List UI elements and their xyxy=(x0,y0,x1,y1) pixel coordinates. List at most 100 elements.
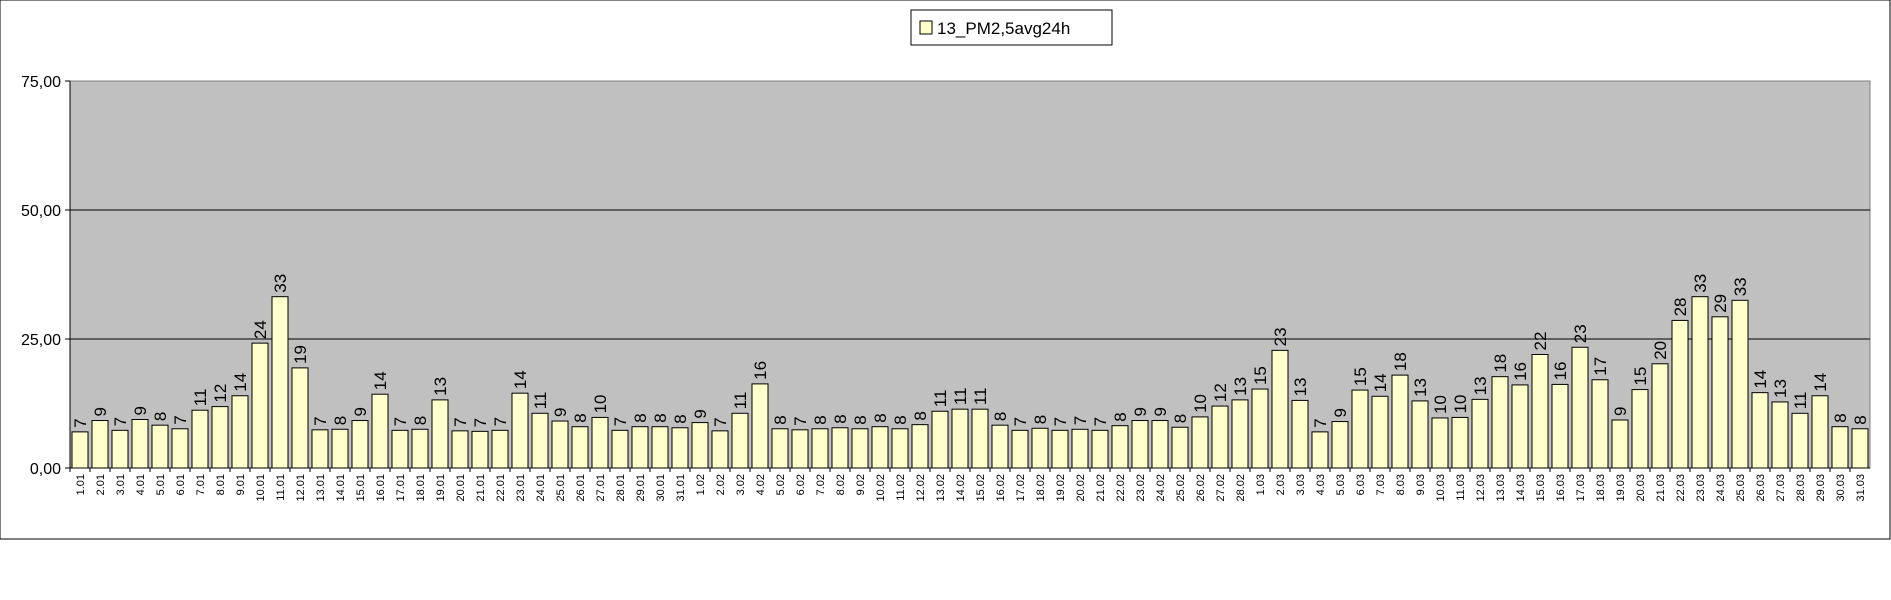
bar-10-03 xyxy=(1431,417,1449,469)
data-label: 13 xyxy=(1771,379,1790,398)
bar-16-03 xyxy=(1551,383,1569,469)
x-tick-label: 20.03 xyxy=(1635,474,1647,502)
bar-31-03 xyxy=(1851,428,1869,469)
bar-11-03 xyxy=(1451,416,1469,469)
x-tick-label: 18.03 xyxy=(1595,474,1607,502)
data-label: 22 xyxy=(1531,332,1550,351)
x-tick-label: 29.01 xyxy=(635,474,647,502)
legend-box xyxy=(910,9,1113,46)
x-tick-label: 26.02 xyxy=(1195,474,1207,502)
data-label: 15 xyxy=(1631,367,1650,386)
data-label: 13 xyxy=(1411,378,1430,397)
data-label: 23 xyxy=(1571,324,1590,343)
bar-24-01 xyxy=(531,412,549,469)
x-tick-label: 24.02 xyxy=(1155,474,1167,502)
bar-5-03 xyxy=(1331,421,1349,469)
x-tick-label: 14.02 xyxy=(955,474,967,502)
data-label: 14 xyxy=(1371,373,1390,392)
x-tick-label: 6.03 xyxy=(1355,474,1367,495)
x-tick-label: 9.01 xyxy=(235,474,247,495)
data-label: 8 xyxy=(771,415,790,424)
x-tick-label: 1.01 xyxy=(75,474,87,495)
x-tick-label: 30.01 xyxy=(655,474,667,502)
bar-4-03 xyxy=(1311,431,1329,469)
x-tick-label: 30.03 xyxy=(1835,474,1847,502)
bar-13-02 xyxy=(931,410,949,469)
data-label: 11 xyxy=(971,388,990,406)
x-tick-label: 2.03 xyxy=(1275,474,1287,495)
bar-7-01 xyxy=(191,409,209,469)
data-label: 9 xyxy=(91,407,110,416)
bar-21-01 xyxy=(471,430,489,469)
bar-15-01 xyxy=(351,420,369,469)
x-tick-label: 8.02 xyxy=(835,474,847,495)
bar-4-02 xyxy=(751,383,769,469)
bar-22-01 xyxy=(491,429,509,469)
x-tick-label: 29.03 xyxy=(1815,474,1827,502)
x-tick-label: 2.01 xyxy=(95,474,107,495)
data-label: 9 xyxy=(131,406,150,415)
x-tick-label: 26.01 xyxy=(575,474,587,502)
data-label: 8 xyxy=(1171,414,1190,423)
data-label: 8 xyxy=(571,413,590,422)
x-tick-label: 6.01 xyxy=(175,474,187,495)
bar-15-03 xyxy=(1531,353,1549,469)
legend-label: 13_PM2,5avg24h xyxy=(937,19,1070,38)
data-label: 13 xyxy=(431,377,450,396)
y-tick-label: 0,00 xyxy=(30,461,61,478)
bar-14-02 xyxy=(951,408,969,469)
data-label: 8 xyxy=(1111,412,1130,421)
bar-7-03 xyxy=(1371,395,1389,469)
data-label: 14 xyxy=(231,373,250,392)
bar-19-01 xyxy=(431,399,449,469)
bar-3-03 xyxy=(1291,399,1309,469)
x-axis-tick-labels: 1.01 2.01 3.01 4.01 5.01 6.01 7.01 8.01 9.01 10.0… xyxy=(69,468,1867,502)
data-label: 13 xyxy=(1231,377,1250,396)
bar-8-02 xyxy=(831,427,849,469)
x-tick-label: 9.03 xyxy=(1415,474,1427,495)
data-label: 11 xyxy=(731,392,750,410)
data-label: 9 xyxy=(1611,407,1630,416)
bar-25-02 xyxy=(1171,426,1189,469)
bar-14-03 xyxy=(1511,384,1529,469)
bar-18-02 xyxy=(1031,427,1049,469)
bar-16-02 xyxy=(991,424,1009,469)
data-label: 11 xyxy=(1791,392,1810,410)
data-label: 7 xyxy=(491,417,510,426)
data-label: 9 xyxy=(551,408,570,417)
data-label: 20 xyxy=(1651,341,1670,360)
x-tick-label: 12.02 xyxy=(915,474,927,502)
data-label: 14 xyxy=(1751,370,1770,389)
data-label: 8 xyxy=(411,416,430,425)
x-tick-label: 23.03 xyxy=(1695,474,1707,502)
data-label: 10 xyxy=(591,395,610,414)
data-label: 9 xyxy=(1331,408,1350,417)
bar-21-02 xyxy=(1091,429,1109,469)
bar-9-03 xyxy=(1411,400,1429,469)
bar-18-03 xyxy=(1591,379,1609,469)
x-tick-label: 5.02 xyxy=(775,474,787,495)
x-tick-label: 21.03 xyxy=(1655,474,1667,502)
bar-23-02 xyxy=(1131,420,1149,469)
x-tick-label: 22.03 xyxy=(1675,474,1687,502)
data-label: 16 xyxy=(1551,361,1570,380)
bar-30-01 xyxy=(651,426,669,469)
data-label: 18 xyxy=(1491,354,1510,373)
x-tick-label: 7.01 xyxy=(195,474,207,495)
data-label: 7 xyxy=(391,417,410,426)
data-label: 10 xyxy=(1451,395,1470,414)
x-tick-label: 15.02 xyxy=(975,474,987,502)
bar-12-03 xyxy=(1471,398,1489,469)
x-tick-label: 10.03 xyxy=(1435,474,1447,502)
bar-12-02 xyxy=(911,424,929,469)
x-tick-label: 20.01 xyxy=(455,474,467,502)
data-label: 23 xyxy=(1271,327,1290,346)
bar-11-02 xyxy=(891,428,909,469)
data-label: 9 xyxy=(1151,407,1170,416)
bar-22-03 xyxy=(1671,319,1689,469)
x-tick-label: 6.02 xyxy=(795,474,807,495)
x-tick-label: 1.03 xyxy=(1255,474,1267,495)
data-label: 12 xyxy=(1211,383,1230,402)
x-tick-label: 21.02 xyxy=(1095,474,1107,502)
data-label: 7 xyxy=(1091,417,1110,426)
